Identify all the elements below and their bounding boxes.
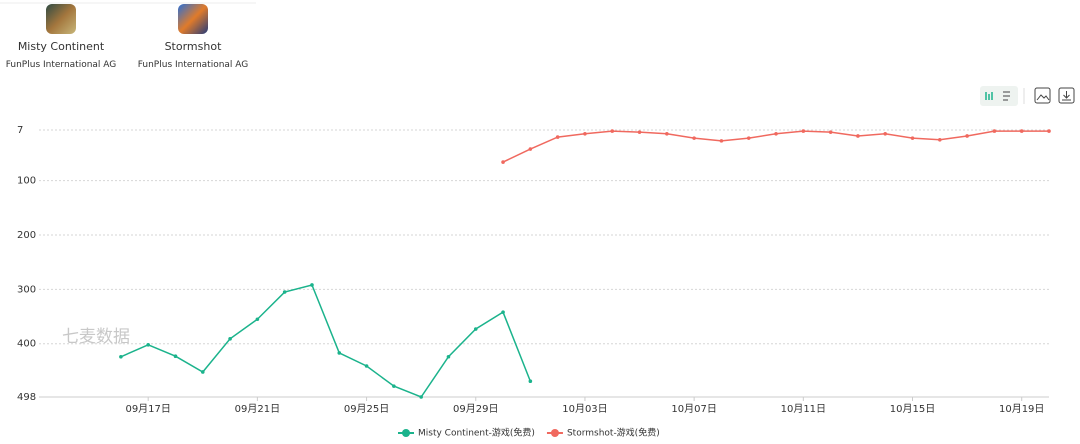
data-point [583,132,587,136]
data-point [392,384,396,388]
data-point [637,130,642,134]
download-icon [1062,91,1071,101]
y-tick-label: 200 [17,230,36,241]
data-point [665,132,669,136]
data-point [610,129,615,133]
data-point [473,327,478,331]
data-point [555,135,560,139]
data-point [883,132,888,136]
data-point [364,364,369,368]
data-point [173,354,178,359]
x-tick-label: 10月15日 [890,403,935,415]
toolbar [980,86,1075,106]
legend-swatch-dot [402,429,410,437]
x-tick-label: 10月07日 [671,403,716,415]
y-tick-label: 400 [17,339,36,350]
data-point [528,379,533,384]
download-button[interactable] [1058,87,1075,104]
y-tick-label: 7 [17,125,23,136]
data-point [1047,129,1051,133]
view-toggle[interactable] [980,86,1018,106]
data-point [446,354,451,359]
y-tick-label: 100 [17,176,36,187]
legend-label: Misty Continent-游戏(免费) [418,427,535,439]
x-tick-label: 09月29日 [453,403,498,415]
data-point [992,129,997,133]
x-tick-label: 10月03日 [562,403,607,415]
data-point [228,337,232,341]
data-point [856,134,860,138]
series-line [120,284,532,398]
app-icon [46,4,76,34]
data-point [282,290,287,294]
data-point [528,147,533,151]
bar-icon [985,92,993,100]
x-tick-label: 09月21日 [235,403,280,415]
data-point [692,136,696,140]
legend-swatch-dot [550,429,559,437]
data-point [119,354,123,359]
data-point [501,310,505,314]
list-icon [1003,91,1010,101]
image-button[interactable] [1034,87,1051,104]
app-card[interactable]: Stormshot FunPlus International AG [128,4,258,70]
data-point [1019,129,1024,133]
watermark: 七麦数据 [62,327,130,347]
app-name: Misty Continent [17,40,105,53]
x-tick-label: 10月19日 [999,403,1044,415]
app-publisher: FunPlus International AG [5,60,117,70]
data-point [419,395,423,399]
data-point [801,129,806,133]
data-point [965,134,969,138]
app-publisher: FunPlus International AG [137,60,249,70]
x-tick-label: 09月25日 [344,403,389,415]
data-point [719,139,724,143]
data-point [200,370,205,374]
x-tick-label: 09月17日 [125,403,170,415]
data-point [828,130,833,134]
app-name: Stormshot [164,40,222,53]
data-point [501,160,505,164]
data-point [310,283,314,287]
y-tick-label: 300 [17,284,36,295]
data-point [746,136,751,140]
data-point [337,351,342,355]
legend-label: Stormshot-游戏(免费) [567,427,660,439]
data-point [938,137,942,142]
x-tick-label: 10月11日 [781,403,826,415]
data-point [774,132,778,136]
app-card[interactable]: Misty Continent FunPlus International AG [0,4,126,70]
image-icon [1036,94,1050,101]
y-tick-label: 498 [17,392,36,403]
app-icon [178,4,208,34]
data-point [146,342,150,347]
data-point [255,317,260,322]
data-point [910,136,915,140]
